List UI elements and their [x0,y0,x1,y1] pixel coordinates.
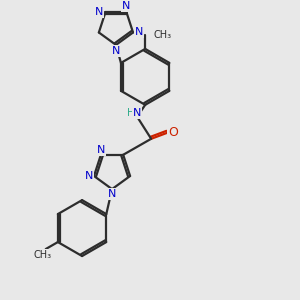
Text: O: O [168,126,178,139]
Text: N: N [95,8,103,17]
Text: N: N [112,46,120,56]
Text: N: N [122,2,131,11]
Text: N: N [97,145,105,155]
Text: N: N [85,171,93,181]
Text: CH₃: CH₃ [34,250,52,260]
Text: H: H [127,108,134,118]
Text: CH₃: CH₃ [153,30,171,40]
Text: N: N [108,189,116,199]
Text: N: N [135,28,143,38]
Text: N: N [133,108,141,118]
